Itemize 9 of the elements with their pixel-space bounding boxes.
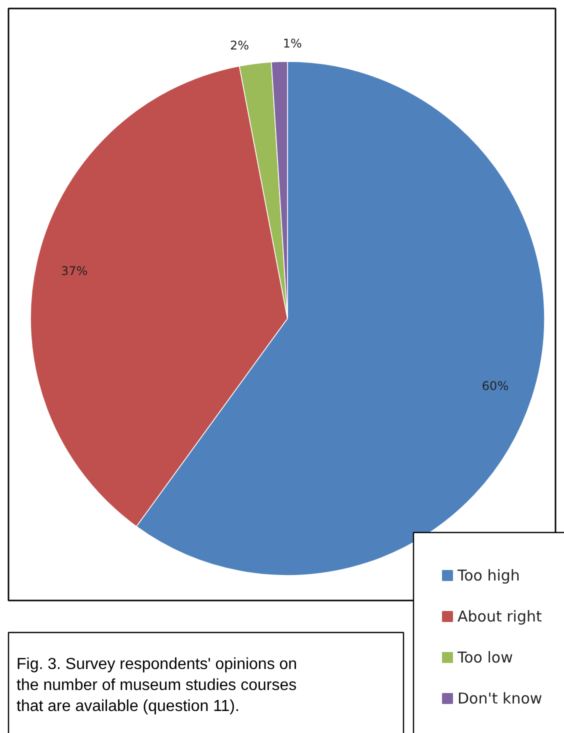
data-label: 37% — [60, 264, 88, 278]
legend-label: About right — [458, 608, 542, 626]
caption: Fig. 3. Survey respondents' opinions on the number of museum studies courses that are available (question 11). — [16, 656, 298, 715]
data-label: 2% — [230, 38, 250, 53]
data-label: 1% — [282, 36, 302, 51]
legend-label: Don't know — [458, 690, 542, 708]
data-label: 60% — [482, 379, 509, 394]
legend-label: Too high — [456, 566, 520, 584]
legend-label: Too low — [456, 648, 513, 666]
